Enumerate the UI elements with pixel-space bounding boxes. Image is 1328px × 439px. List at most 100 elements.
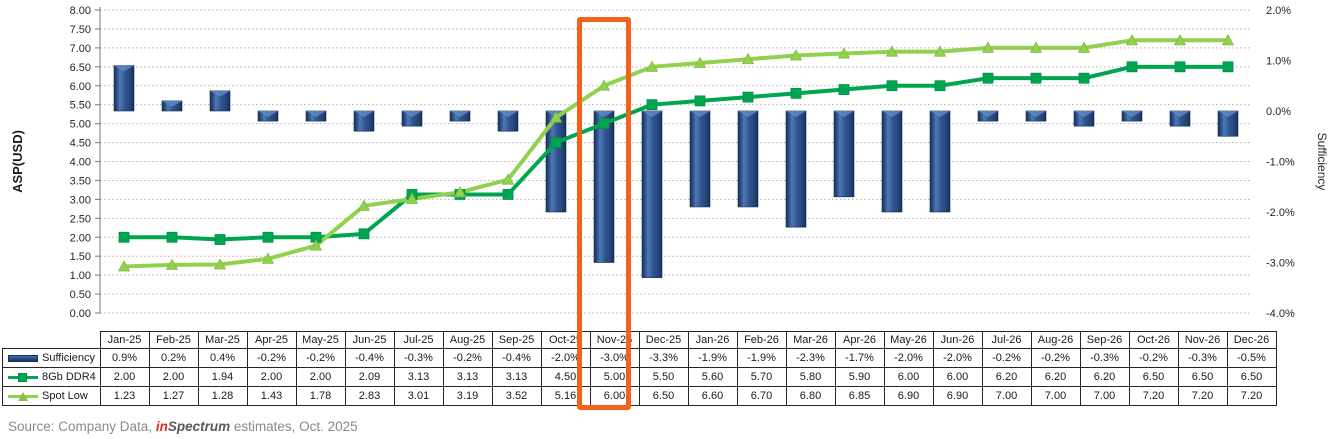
table-month-header: Apr-25: [246, 331, 297, 349]
spotlow-marker: [453, 185, 467, 198]
value-cell: -0.3%: [393, 348, 444, 368]
value-cell: 3.19: [442, 386, 493, 406]
value-cell: 5.16: [540, 386, 591, 406]
spotlow-marker: [1221, 33, 1235, 46]
sufficiency-bar: [929, 110, 951, 213]
sufficiency-bar: [593, 110, 615, 263]
value-cell: 6.20: [1079, 367, 1130, 387]
axes: 8.00 7.50 7.00 6.50 6.00 5.50 5.00 4.50 4.00 3.50…: [70, 5, 1295, 320]
sufficiency-bar-bevel: [114, 65, 134, 72]
value-cell: -1.7%: [834, 348, 885, 368]
spotlow-marker: [357, 199, 371, 211]
value-cell: 2.00: [148, 367, 199, 387]
sufficiency-bars: [113, 65, 1239, 278]
value-cell: -2.0%: [540, 348, 591, 368]
ddr4-legend-icon: [8, 372, 38, 383]
left-axis-tick-label: 3.00: [70, 194, 91, 206]
right-axis-title: Sufficiency: [1315, 133, 1328, 191]
value-cell: 1.27: [148, 386, 199, 406]
ddr4-marker: [790, 87, 802, 99]
table-month-header: Aug-25: [442, 331, 493, 349]
ddr4-marker: [166, 231, 178, 243]
sufficiency-bar-bevel: [978, 111, 998, 117]
table-month-header: Nov-25: [589, 331, 640, 349]
value-cell: -2.0%: [883, 348, 934, 368]
sufficiency-bar: [833, 110, 855, 198]
table-month-header: Mar-25: [197, 331, 248, 349]
sufficiency-bar: [881, 110, 903, 213]
left-axis-tick-label: 4.50: [70, 138, 91, 150]
series-legend-cell: 8Gb DDR4: [2, 367, 101, 387]
left-axis-tick-label: 3.50: [70, 175, 91, 187]
value-cell: 5.60: [687, 367, 738, 387]
spotlow-marker: [1173, 33, 1187, 46]
left-axis-tick-label: 7.00: [70, 43, 91, 55]
value-cell: -3.0%: [589, 348, 640, 368]
value-cell: 5.70: [736, 367, 787, 387]
ddr4-marker: [1222, 61, 1234, 73]
brand-in: in: [155, 419, 168, 434]
value-cell: 6.85: [834, 386, 885, 406]
ddr4-marker: [982, 72, 994, 84]
table-row: Spot Low 1.23 1.27 1.28 1.43 1.78 2.83 3.01 3.19…: [2, 386, 1277, 406]
value-cell: -0.2%: [246, 348, 297, 368]
value-cell: -2.3%: [785, 348, 836, 368]
ddr4-marker: [838, 84, 850, 95]
left-axis-tick-label: 6.00: [70, 81, 91, 93]
value-cell: -1.9%: [736, 348, 787, 368]
ddr4-marker: [550, 137, 562, 148]
sufficiency-bar-bevel: [1170, 111, 1190, 117]
sufficiency-bar: [641, 110, 663, 278]
value-cell: -1.9%: [687, 348, 738, 368]
table-month-header: Jun-25: [344, 331, 395, 349]
series-legend-cell: Sufficiency: [2, 348, 101, 368]
spotlow-marker: [501, 173, 515, 185]
value-cell: -0.2%: [981, 348, 1032, 368]
sufficiency-bar-bevel: [1074, 111, 1094, 117]
table-row: Sufficiency 0.9% 0.2% 0.4% -0.2% -0.2% -0.4% -0…: [2, 348, 1277, 368]
spotlow-marker: [789, 49, 803, 61]
value-cell: -0.3%: [1079, 348, 1130, 368]
left-axis-tick-label: 0.50: [70, 289, 91, 301]
series-label: 8Gb DDR4: [42, 371, 96, 383]
value-cell: 5.90: [834, 367, 885, 387]
sufficiency-bar-bevel: [498, 111, 518, 117]
spotlow-marker: [261, 252, 275, 264]
left-axis-tick-label: 1.00: [70, 270, 91, 282]
value-cell: 1.28: [197, 386, 248, 406]
gridlines: [100, 9, 1252, 314]
spotlow-marker: [213, 258, 227, 270]
table-month-header: Jun-26: [932, 331, 983, 349]
value-cell: 6.50: [1177, 367, 1228, 387]
table-month-header: Dec-25: [638, 331, 689, 349]
spotlow-marker: [981, 41, 995, 53]
sufficiency-bar: [113, 65, 135, 112]
value-cell: 2.09: [344, 367, 395, 387]
value-cell: 2.83: [344, 386, 395, 406]
value-cell: -3.3%: [638, 348, 689, 368]
sufficiency-bar-bevel: [162, 100, 182, 107]
table-header-row: Jan-25 Feb-25 Mar-25 Apr-25 May-25 Jun-25 Jul-…: [3, 331, 1277, 349]
value-cell: -0.4%: [344, 348, 395, 368]
value-cell: 3.01: [393, 386, 444, 406]
source-suffix: estimates, Oct. 2025: [230, 419, 358, 434]
spotlow-marker: [933, 45, 947, 57]
value-cell: 6.50: [638, 386, 689, 406]
ddr4-marker: [886, 80, 898, 92]
value-cell: 1.78: [295, 386, 346, 406]
table-month-header: Jan-26: [687, 331, 738, 349]
combo-chart: 8.00 7.50 7.00 6.50 6.00 5.50 5.00 4.50 4.00 3.50…: [10, 5, 1328, 320]
value-cell: 7.20: [1226, 386, 1277, 406]
value-cell: 6.90: [932, 386, 983, 406]
value-cell: 6.60: [687, 386, 738, 406]
spotlow-marker: [645, 60, 659, 72]
value-cell: 6.20: [1030, 367, 1081, 387]
table-month-header: Nov-26: [1177, 331, 1228, 349]
sufficiency-bar: [785, 110, 807, 228]
sufficiency-bar-bevel: [834, 111, 854, 117]
data-table: Jan-25 Feb-25 Mar-25 Apr-25 May-25 Jun-25 Jul-…: [2, 331, 1277, 406]
right-axis-tick-label: 2.0%: [1266, 5, 1291, 17]
ddr4-marker: [598, 118, 610, 130]
spotlow-marker: [1125, 33, 1139, 46]
ddr4-marker: [1126, 61, 1138, 73]
